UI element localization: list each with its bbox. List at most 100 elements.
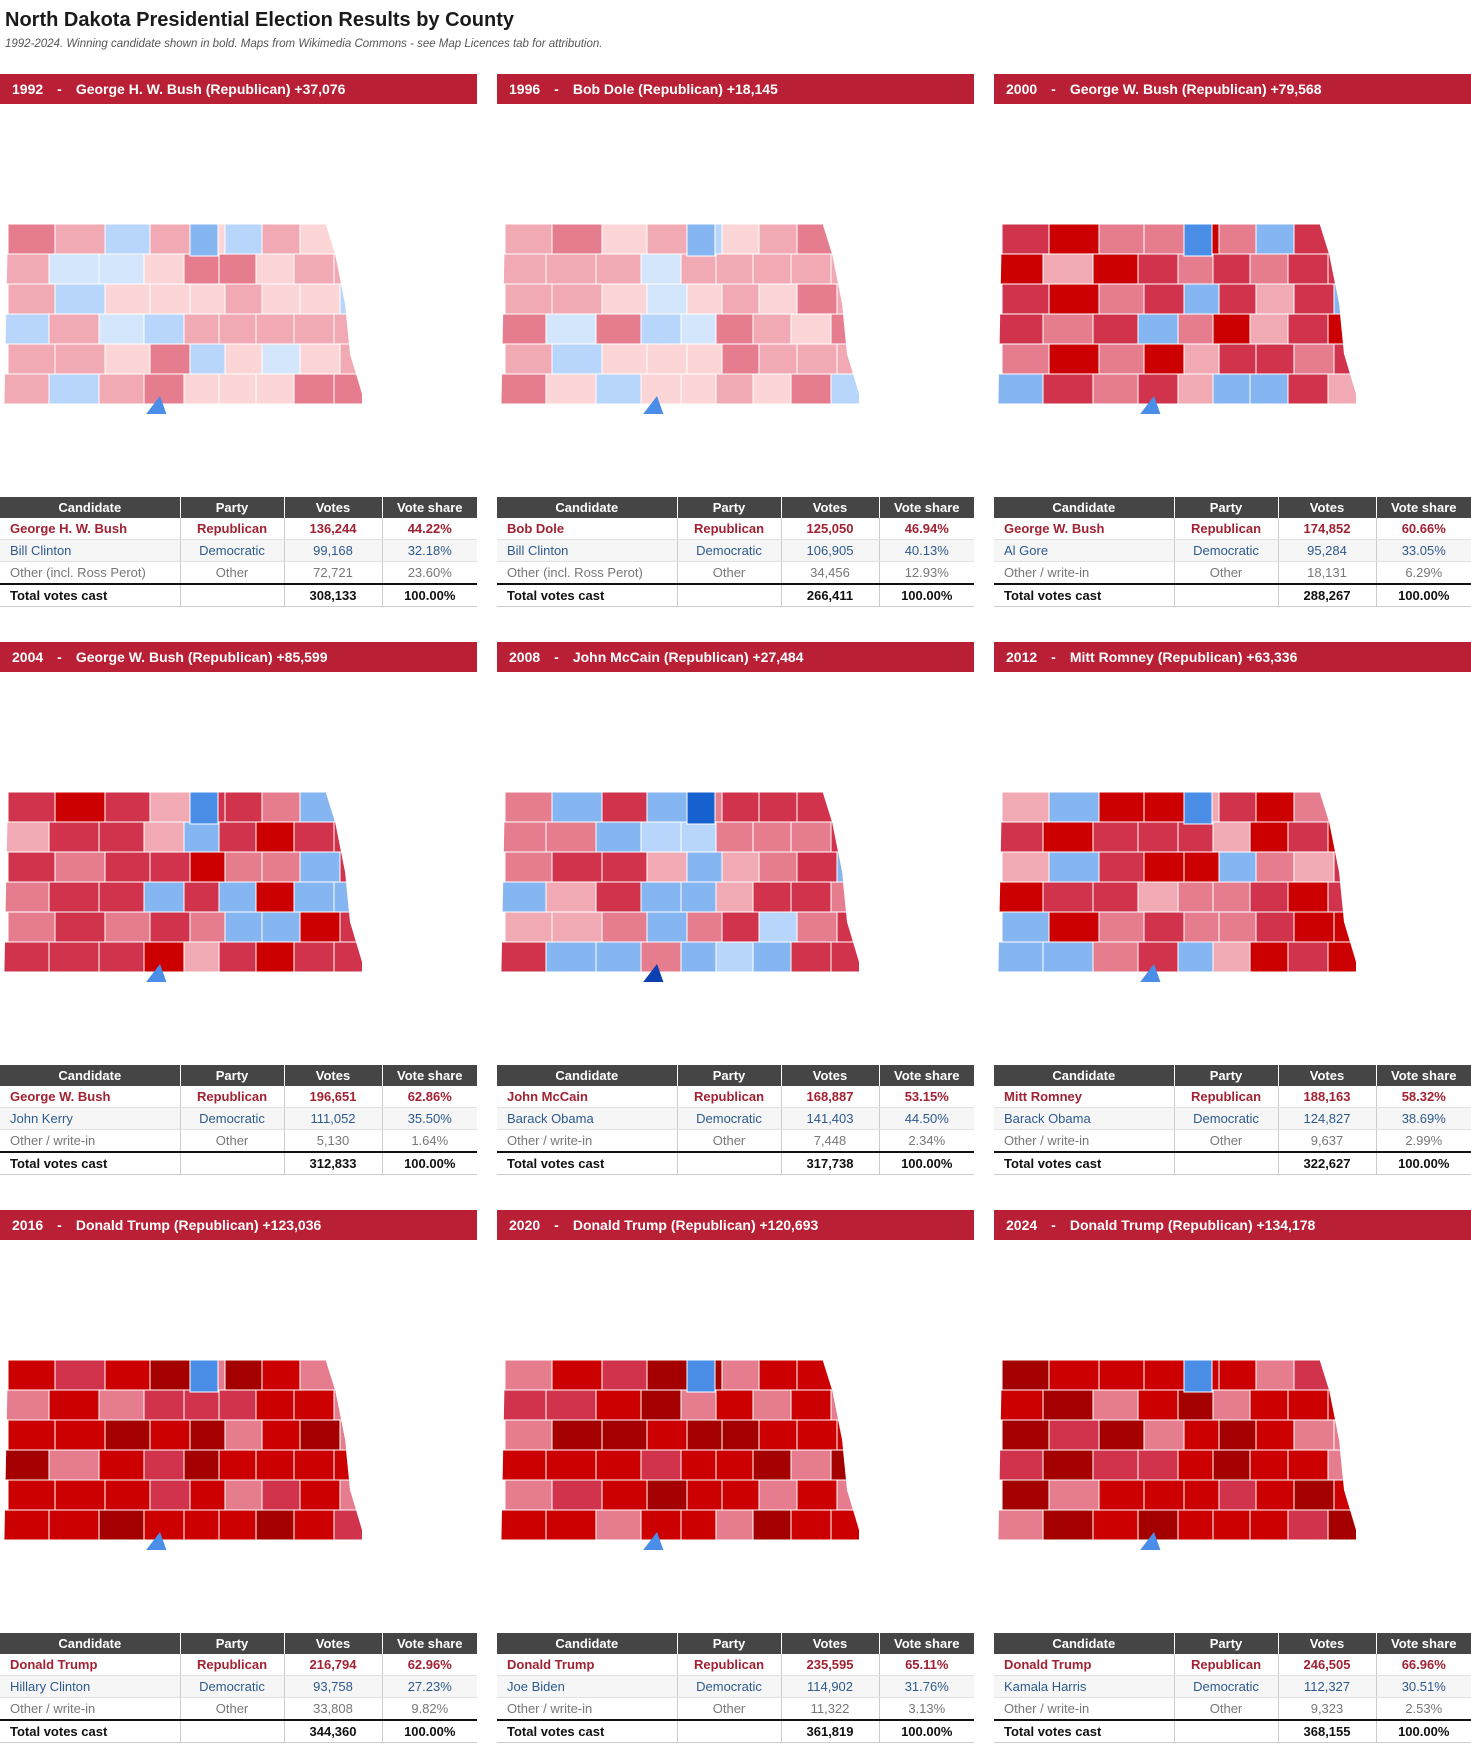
candidate-cell: Total votes cast — [0, 1719, 181, 1743]
header-share: Vote share — [879, 497, 974, 518]
candidate-cell: Total votes cast — [994, 583, 1175, 607]
county-shape — [7, 1359, 64, 1391]
election-year: 2008 — [509, 649, 541, 665]
party-cell: Other — [180, 1697, 285, 1721]
runner-up-row: Bill Clinton Democratic 99,168 32.18% — [0, 539, 477, 562]
share-cell: 31.76% — [879, 1675, 974, 1698]
party-cell: Republican — [180, 518, 285, 540]
county-shape — [1333, 1479, 1356, 1511]
election-headline: Donald Trump (Republican) +123,036 — [75, 1217, 322, 1233]
results-table: Candidate Party Votes Vote share George … — [0, 497, 477, 607]
county-shape — [54, 911, 114, 943]
county-shape — [1327, 1509, 1356, 1541]
share-cell: 9.82% — [382, 1697, 477, 1721]
candidate-cell: Donald Trump — [994, 1654, 1175, 1676]
votes-cell: 168,887 — [781, 1086, 880, 1108]
county-shape — [830, 881, 859, 913]
header-votes: Votes — [1278, 497, 1377, 518]
county-shape — [48, 1449, 108, 1481]
county-shape — [1098, 343, 1153, 375]
county-shape — [1333, 791, 1356, 823]
header-votes: Votes — [284, 1065, 383, 1086]
county-shape — [1327, 1449, 1356, 1481]
county-map — [994, 134, 1404, 414]
county-shape — [54, 851, 114, 883]
votes-cell: 34,456 — [781, 561, 880, 585]
county-shape — [104, 791, 159, 823]
election-year: 2012 — [1006, 649, 1038, 665]
page-title: North Dakota Presidential Election Resul… — [5, 9, 514, 31]
other-row: Other / write-in Other 33,808 9.82% — [0, 1697, 477, 1721]
share-cell: 27.23% — [382, 1675, 477, 1698]
results-header-row: Candidate Party Votes Vote share — [994, 1633, 1471, 1654]
votes-cell: 11,322 — [781, 1697, 880, 1721]
winner-row: Bob Dole Republican 125,050 46.94% — [497, 518, 974, 540]
share-cell: 100.00% — [879, 1719, 974, 1743]
party-cell — [1174, 1151, 1279, 1175]
county-shape — [4, 373, 58, 405]
banner-separator: - — [554, 1217, 559, 1233]
county-shape — [1042, 373, 1102, 405]
runner-up-row: Bill Clinton Democratic 106,905 40.13% — [497, 539, 974, 562]
banner-separator: - — [1051, 649, 1056, 665]
votes-cell: 9,323 — [1278, 1697, 1377, 1721]
county-shape — [4, 1389, 58, 1421]
candidate-cell: Other / write-in — [0, 1129, 181, 1153]
candidate-cell: Kamala Harris — [994, 1675, 1175, 1698]
header-share: Vote share — [382, 1633, 477, 1654]
other-row: Other (incl. Ross Perot) Other 72,721 23… — [0, 561, 477, 585]
share-cell: 30.51% — [1376, 1675, 1471, 1698]
election-year: 2024 — [1006, 1217, 1038, 1233]
results-table: Candidate Party Votes Vote share Mitt Ro… — [994, 1065, 1471, 1175]
election-year: 2016 — [12, 1217, 44, 1233]
election-headline: George W. Bush (Republican) +85,599 — [75, 649, 328, 665]
votes-cell: 33,808 — [284, 1697, 383, 1721]
votes-cell: 288,267 — [1278, 583, 1377, 607]
election-banner: 2016- Donald Trump (Republican) +123,036 — [0, 1210, 477, 1240]
votes-cell: 106,905 — [781, 539, 880, 562]
county-shape — [1042, 253, 1102, 285]
county-shape — [1183, 791, 1213, 825]
header-votes: Votes — [284, 1633, 383, 1654]
votes-cell: 322,627 — [1278, 1151, 1377, 1175]
county-shape — [4, 253, 58, 285]
county-shape — [545, 1509, 605, 1541]
county-shape — [830, 253, 859, 285]
share-cell: 1.64% — [382, 1129, 477, 1153]
candidate-cell: Bob Dole — [497, 518, 678, 540]
total-row: Total votes cast 344,360 100.00% — [0, 1719, 477, 1743]
winner-row: George W. Bush Republican 196,651 62.86% — [0, 1086, 477, 1108]
county-shape — [48, 253, 108, 285]
county-shape — [601, 851, 656, 883]
banner-separator: - — [554, 649, 559, 665]
candidate-cell: George W. Bush — [994, 518, 1175, 540]
county-shape — [98, 253, 153, 285]
share-cell: 100.00% — [382, 1719, 477, 1743]
votes-cell: 368,155 — [1278, 1719, 1377, 1743]
county-shape — [1042, 881, 1102, 913]
votes-cell: 5,130 — [284, 1129, 383, 1153]
share-cell: 40.13% — [879, 539, 974, 562]
party-cell: Democratic — [677, 1107, 782, 1130]
county-shape — [595, 1449, 650, 1481]
winner-row: George H. W. Bush Republican 136,244 44.… — [0, 518, 477, 540]
county-shape — [1048, 1419, 1108, 1451]
county-shape — [595, 1509, 650, 1541]
county-shape — [501, 821, 555, 853]
share-cell: 44.22% — [382, 518, 477, 540]
county-shape — [1098, 791, 1153, 823]
other-row: Other / write-in Other 7,448 2.34% — [497, 1129, 974, 1153]
county-shape — [830, 1449, 859, 1481]
county-shape — [339, 851, 362, 883]
party-cell: Other — [1174, 1697, 1279, 1721]
county-shape — [1042, 1449, 1102, 1481]
header-party: Party — [1174, 497, 1279, 518]
county-shape — [998, 1389, 1052, 1421]
county-shape — [1327, 373, 1356, 405]
county-shape — [48, 881, 108, 913]
county-shape — [836, 1359, 859, 1391]
candidate-cell: Al Gore — [994, 539, 1175, 562]
county-shape — [104, 223, 159, 255]
county-shape — [551, 223, 611, 255]
county-shape — [545, 1389, 605, 1421]
